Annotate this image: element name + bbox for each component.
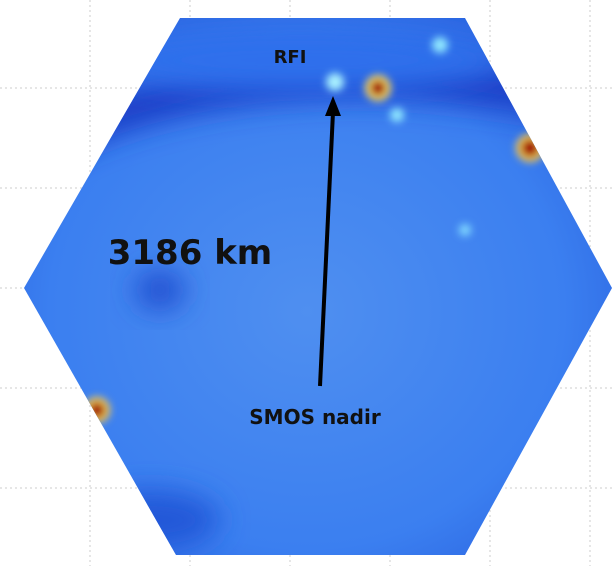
cyan-spot <box>326 73 344 91</box>
nadir-label: SMOS nadir <box>249 405 381 429</box>
figure: RFI 3186 km SMOS nadir <box>0 0 614 566</box>
red-spot <box>89 402 105 418</box>
dark-patch <box>80 490 220 550</box>
cyan-spot <box>459 224 471 236</box>
dark-patch <box>135 270 185 310</box>
red-spot <box>370 80 386 96</box>
page: RFI 3186 km SMOS nadir (() => { const da… <box>0 0 614 566</box>
distance-label: 3186 km <box>108 233 273 273</box>
red-spot <box>521 139 539 157</box>
rfi-label: RFI <box>274 47 307 68</box>
brightness-map <box>0 0 614 566</box>
cyan-spot <box>390 108 404 122</box>
cyan-spot <box>432 37 448 53</box>
